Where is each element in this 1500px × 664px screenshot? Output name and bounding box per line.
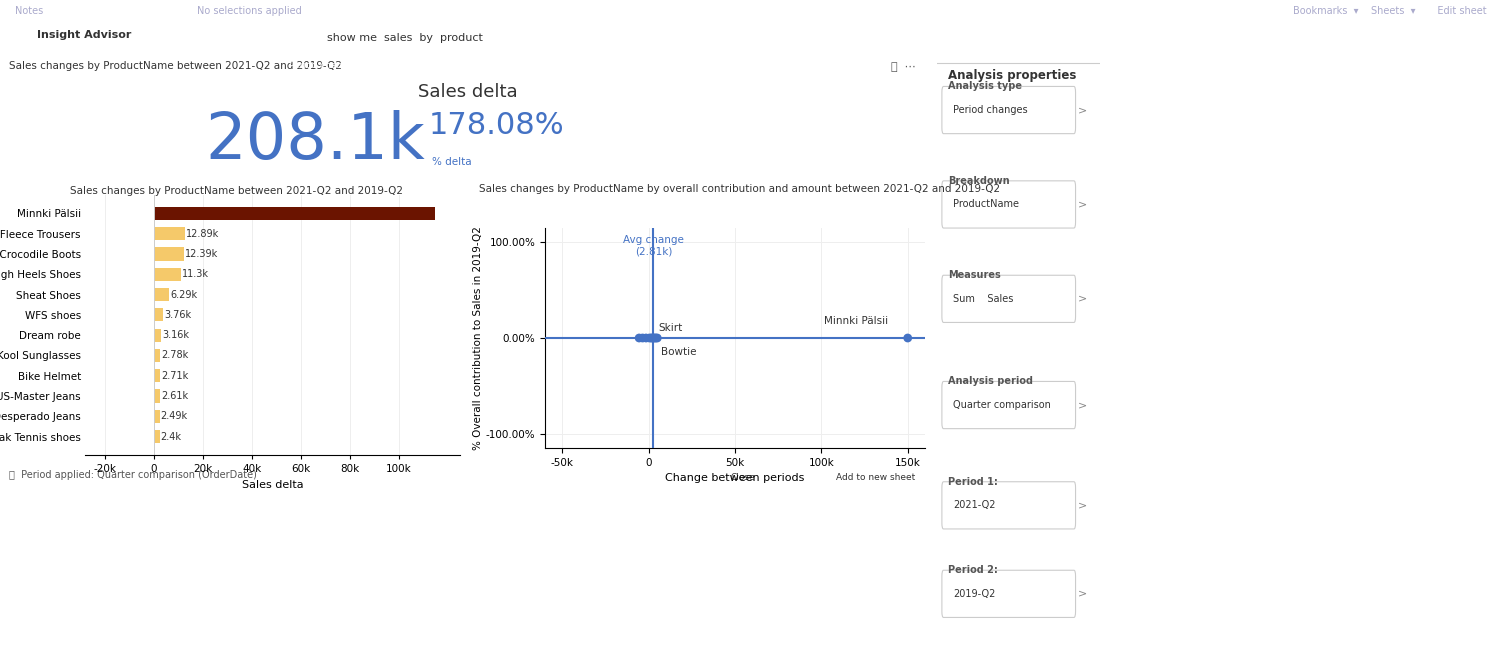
FancyBboxPatch shape — [942, 276, 1076, 323]
Text: 2.71k: 2.71k — [162, 371, 189, 380]
Text: 2.78k: 2.78k — [162, 351, 189, 361]
Bar — [153, 248, 184, 260]
Text: 208.1k: 208.1k — [206, 110, 426, 171]
Bar — [153, 430, 159, 443]
Text: 6.29k: 6.29k — [170, 290, 196, 299]
Text: 2.61k: 2.61k — [160, 391, 188, 401]
Text: Analysis type: Analysis type — [948, 82, 1023, 92]
Point — [642, 333, 666, 343]
Text: 2.49k: 2.49k — [160, 411, 188, 421]
Y-axis label: % Overall contribution to Sales in 2019-Q2: % Overall contribution to Sales in 2019-… — [472, 226, 483, 450]
Text: No selections applied: No selections applied — [196, 6, 302, 16]
Text: Sales changes by ProductName between 2021-Q2 and 2019-Q2: Sales changes by ProductName between 202… — [9, 61, 342, 71]
Bar — [153, 207, 435, 220]
Bar — [153, 369, 160, 382]
Point — [645, 333, 669, 343]
Text: >: > — [1077, 105, 1088, 115]
Point — [627, 333, 651, 343]
Point — [642, 333, 666, 343]
Text: 2.4k: 2.4k — [160, 432, 182, 442]
Text: 178.08%: 178.08% — [427, 111, 564, 140]
Text: Add to new sheet: Add to new sheet — [837, 473, 915, 482]
Text: 2021-Q2: 2021-Q2 — [954, 501, 996, 511]
Text: ProductName: ProductName — [954, 199, 1020, 209]
FancyBboxPatch shape — [942, 482, 1076, 529]
Text: Bowtie: Bowtie — [662, 347, 698, 357]
FancyBboxPatch shape — [942, 381, 1076, 429]
Text: 12.39k: 12.39k — [184, 249, 218, 259]
Bar — [153, 349, 160, 362]
Text: Period changes: Period changes — [954, 105, 1028, 115]
Text: Insight Advisor: Insight Advisor — [38, 30, 132, 40]
Text: ⓘ  Period applied: Quarter comparison (OrderDate): ⓘ Period applied: Quarter comparison (Or… — [9, 470, 256, 480]
Point — [640, 333, 664, 343]
Bar — [153, 389, 160, 402]
Point — [644, 333, 668, 343]
Text: Sum    Sales: Sum Sales — [954, 294, 1014, 304]
Bar — [153, 329, 162, 342]
Text: Notes: Notes — [15, 6, 44, 16]
FancyBboxPatch shape — [942, 181, 1076, 228]
Text: Insight Advisor: Insight Advisor — [78, 6, 152, 16]
Text: Period changes: Period changes — [290, 62, 358, 70]
Text: Measures: Measures — [948, 270, 1000, 280]
Text: ⬜  ⋯: ⬜ ⋯ — [891, 62, 916, 72]
Point — [630, 333, 654, 343]
X-axis label: Change between periods: Change between periods — [666, 473, 804, 483]
Text: >: > — [1077, 589, 1088, 599]
Point — [634, 333, 658, 343]
Bar — [153, 268, 182, 281]
Text: 3.76k: 3.76k — [164, 310, 190, 320]
Text: 11.3k: 11.3k — [183, 270, 210, 280]
Text: Close: Close — [730, 473, 754, 482]
Text: >: > — [1077, 199, 1088, 209]
Text: Sales changes by ProductName between 2021-Q2 and 2019-Q2: Sales changes by ProductName between 202… — [69, 186, 402, 196]
Point — [638, 333, 662, 343]
Text: show me  sales  by  product: show me sales by product — [327, 33, 483, 43]
Text: Skirt: Skirt — [658, 323, 682, 333]
Text: Sales delta: Sales delta — [417, 84, 518, 102]
Text: % delta: % delta — [432, 157, 471, 167]
FancyBboxPatch shape — [942, 86, 1076, 133]
Text: >: > — [1077, 294, 1088, 304]
Text: 12.89k: 12.89k — [186, 228, 219, 238]
Text: >: > — [1077, 501, 1088, 511]
Bar — [153, 410, 159, 423]
Text: Period 1:: Period 1: — [948, 477, 999, 487]
FancyBboxPatch shape — [942, 570, 1076, 618]
Text: Breakdown: Breakdown — [948, 176, 1010, 186]
Text: Analysis period: Analysis period — [948, 376, 1034, 386]
Text: 3.16k: 3.16k — [162, 330, 189, 340]
Text: Sales changes by ProductName by overall contribution and amount between 2021-Q2 : Sales changes by ProductName by overall … — [480, 185, 1000, 195]
Bar — [153, 288, 170, 301]
Text: Bookmarks  ▾    Sheets  ▾       Edit sheet: Bookmarks ▾ Sheets ▾ Edit sheet — [1293, 6, 1486, 16]
Bar — [153, 227, 184, 240]
Text: Quarter comparison: Quarter comparison — [954, 400, 1052, 410]
Text: Analysis properties: Analysis properties — [948, 69, 1077, 82]
Text: Minnki Pälsii: Minnki Pälsii — [825, 316, 888, 326]
Point — [639, 333, 663, 343]
X-axis label: Sales delta: Sales delta — [242, 479, 303, 489]
Text: 2019-Q2: 2019-Q2 — [954, 589, 996, 599]
Bar — [153, 308, 164, 321]
Text: Avg change
(2.81k): Avg change (2.81k) — [622, 234, 684, 256]
Text: >: > — [1077, 400, 1088, 410]
Point — [896, 333, 920, 343]
Text: Period 2:: Period 2: — [948, 565, 999, 575]
